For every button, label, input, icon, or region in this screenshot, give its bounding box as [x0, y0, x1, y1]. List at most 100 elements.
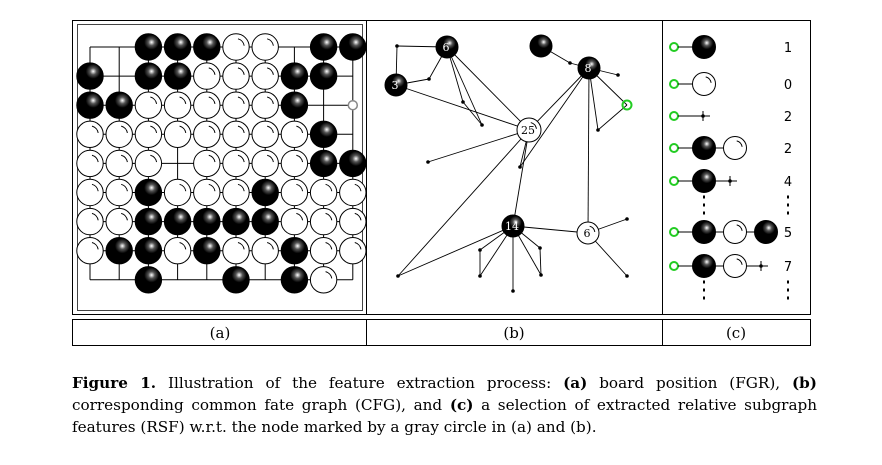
board-stone-black [76, 91, 104, 119]
board-stone-white [134, 91, 163, 119]
board-stone-white [222, 33, 250, 61]
cfg-edge [528, 67, 590, 131]
board-stone-white [222, 149, 250, 178]
board-marked-point [347, 99, 359, 111]
board-stone-white [134, 149, 163, 178]
board-stone-white [339, 237, 367, 265]
rsf-stone-black [692, 220, 716, 244]
board-stone-black [134, 237, 163, 265]
cfg-empty-node [625, 217, 629, 221]
caption-text-4: a selection of extracted relative subgra… [72, 396, 818, 436]
board-stone-white [163, 91, 192, 119]
cfg-empty-node [478, 248, 482, 252]
board-stone-black [280, 237, 309, 265]
board-stone-white [105, 178, 133, 207]
rsf-stone-white [692, 72, 716, 96]
cfg-node-n6b-label: 6 [584, 227, 591, 240]
cfg-edge [587, 67, 590, 234]
board-stone-white [105, 120, 133, 149]
figure-frame [72, 20, 811, 346]
go-board [76, 33, 367, 294]
cfg-empty-node [625, 274, 629, 278]
board-stone-white [251, 33, 279, 61]
cfg-node-n6b: 6 [576, 221, 600, 245]
caption-text-3: corresponding common fate graph (CFG), a… [72, 396, 450, 414]
rsf-stone-black [692, 35, 716, 59]
cfg-node-n3-label: 3 [392, 79, 399, 92]
rsf-row: 1 [669, 35, 792, 59]
figure-canvas: (a) (b) (c) 6 3 8 25 14 6 1 0 2 2 4 5 7 [72, 20, 811, 346]
board-stone-white [222, 178, 250, 207]
cfg-node-n8-label: 8 [585, 62, 592, 75]
rsf-count: 2 [784, 110, 792, 125]
board-stone-white [309, 237, 338, 265]
cfg-empty-node [616, 73, 620, 77]
board-stone-black [163, 62, 192, 90]
cfg-edge [397, 129, 530, 277]
board-stone-white [163, 178, 192, 207]
cfg-node-n8: 8 [577, 56, 601, 80]
cfg-marked-node [621, 99, 633, 111]
rsf-row: 7 [669, 254, 792, 278]
rsf-row: 2 [669, 136, 792, 160]
rsf-stone-white [723, 254, 747, 278]
rsf-empty-dot [728, 179, 732, 183]
rsf-row: 5 [669, 220, 792, 244]
panel-label-c: (c) [726, 324, 746, 342]
board-stone-white [280, 207, 309, 236]
cfg-empty-node [395, 44, 399, 48]
board-stone-white [280, 178, 309, 207]
board-stone-black [163, 207, 192, 236]
board-stone-black [193, 33, 221, 61]
panel-label-a: (a) [210, 324, 231, 342]
cfg-edge [512, 225, 589, 234]
board-stone-black [339, 149, 367, 178]
board-stone-white [76, 149, 104, 178]
rsf-anchor [669, 79, 679, 89]
caption-bold-c: (c) [449, 396, 474, 414]
board-stone-white [222, 91, 250, 119]
board-stone-white [251, 149, 279, 178]
board-stone-white [163, 120, 192, 149]
board-stone-black [309, 120, 338, 149]
board-stone-white [76, 120, 104, 149]
rsf-stone-white [723, 220, 747, 244]
rsf-stone-white [723, 136, 747, 160]
board-stone-white [163, 237, 192, 265]
cfg-empty-node [538, 246, 542, 250]
panel-label-b: (b) [503, 324, 524, 342]
rsf-stone-black [692, 169, 716, 193]
rsf-anchor [669, 261, 679, 271]
rsf-row: 0 [669, 72, 792, 96]
cfg-edge [462, 101, 483, 126]
cfg-empty-node [511, 289, 515, 293]
board-stone-white [76, 178, 104, 207]
board-stone-white [222, 62, 250, 90]
cfg-empty-node [539, 273, 543, 277]
rsf-ellipsis [703, 195, 789, 300]
cfg-edge [512, 129, 530, 227]
board-stone-black [134, 178, 163, 207]
board-stone-white [193, 91, 221, 119]
cfg-node-nb [529, 34, 553, 58]
board-stone-white [309, 207, 338, 236]
board-stone-black [105, 237, 133, 265]
rsf-count: 2 [784, 142, 792, 157]
board-stone-black [193, 237, 221, 265]
cfg-edge [427, 129, 530, 163]
board-stone-white [280, 149, 309, 178]
board-stone-white [309, 178, 338, 207]
rsf-count: 5 [784, 226, 792, 241]
rsf-anchor [669, 176, 679, 186]
cfg-empty-node [396, 274, 400, 278]
caption-bold-b: (b) [792, 374, 817, 392]
rsf-count: 7 [784, 260, 792, 275]
board-stone-white [339, 178, 367, 207]
cfg-edge [446, 46, 530, 131]
cfg-empty-node [427, 77, 431, 81]
rsf-count: 0 [784, 78, 792, 93]
board-stone-black [163, 33, 192, 61]
cfg-empty-node [461, 100, 465, 104]
board-stone-white [193, 62, 221, 90]
cfg-edge [395, 84, 530, 131]
